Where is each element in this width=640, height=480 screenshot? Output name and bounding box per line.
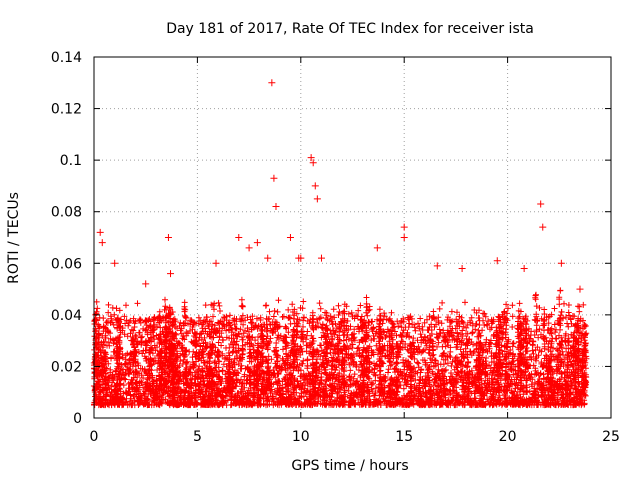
roti-data-point (272, 203, 280, 211)
roti-data-point (400, 223, 408, 231)
roti-data-point (167, 270, 175, 278)
y-tick-label: 0.02 (51, 359, 82, 375)
roti-data-point (520, 264, 528, 272)
roti-data-point (317, 254, 325, 262)
roti-data-point (98, 239, 106, 247)
roti-data-point (297, 254, 305, 262)
roti-data-point (311, 182, 319, 190)
roti-data-point (433, 262, 441, 270)
y-tick-label: 0.04 (51, 308, 82, 324)
roti-data-point (309, 159, 317, 167)
roti-data-point (539, 223, 547, 231)
axes (93, 56, 612, 419)
roti-data-point (313, 195, 321, 203)
roti-data-point (235, 234, 243, 241)
y-tick-label: 0.14 (51, 50, 82, 66)
chart-title: Day 181 of 2017, Rate Of TEC Index for r… (166, 21, 534, 37)
roti-data-point (111, 259, 119, 267)
roti-data-point (576, 285, 584, 293)
y-axis-title: ROTI / TECUs (6, 192, 22, 284)
roti-data-point (458, 264, 466, 272)
x-tick-label: 20 (499, 429, 517, 445)
roti-data-point (264, 254, 272, 262)
tick-labels: 0 5 10 15 20 25 0 0.02 0.04 0.06 0.08 0.1 0.12 0.14 (51, 50, 620, 445)
x-tick-label: 25 (602, 429, 620, 445)
plot-frame (93, 56, 612, 419)
y-tick-label: 0.1 (60, 153, 82, 169)
roti-data-point (253, 239, 261, 247)
roti-data-point (557, 259, 565, 267)
y-tick-label: 0.12 (51, 102, 82, 118)
roti-data-point (164, 234, 172, 241)
roti-data-point (212, 259, 220, 267)
roti-data-point (286, 234, 294, 241)
y-tick-label: 0.08 (51, 205, 82, 221)
x-tick-label: 0 (90, 429, 99, 445)
roti-data-point (268, 79, 276, 87)
roti-data-point (96, 228, 104, 236)
roti-data-point (537, 200, 545, 208)
x-axis-title: GPS time / hours (291, 458, 408, 474)
roti-data-point (307, 154, 315, 162)
y-tick-label: 0.06 (51, 256, 82, 272)
roti-data-point (400, 234, 408, 241)
roti-data-point (270, 174, 278, 182)
x-tick-label: 15 (395, 429, 413, 445)
x-tick-label: 10 (292, 429, 310, 445)
roti-data-point (493, 257, 501, 265)
x-tick-label: 5 (193, 429, 202, 445)
roti-point-cloud (90, 287, 590, 409)
roti-data-point (245, 244, 253, 252)
y-tick-label: 0 (73, 411, 82, 427)
roti-data-point (142, 280, 150, 288)
roti-data-point (373, 244, 381, 252)
data-points (90, 79, 590, 409)
